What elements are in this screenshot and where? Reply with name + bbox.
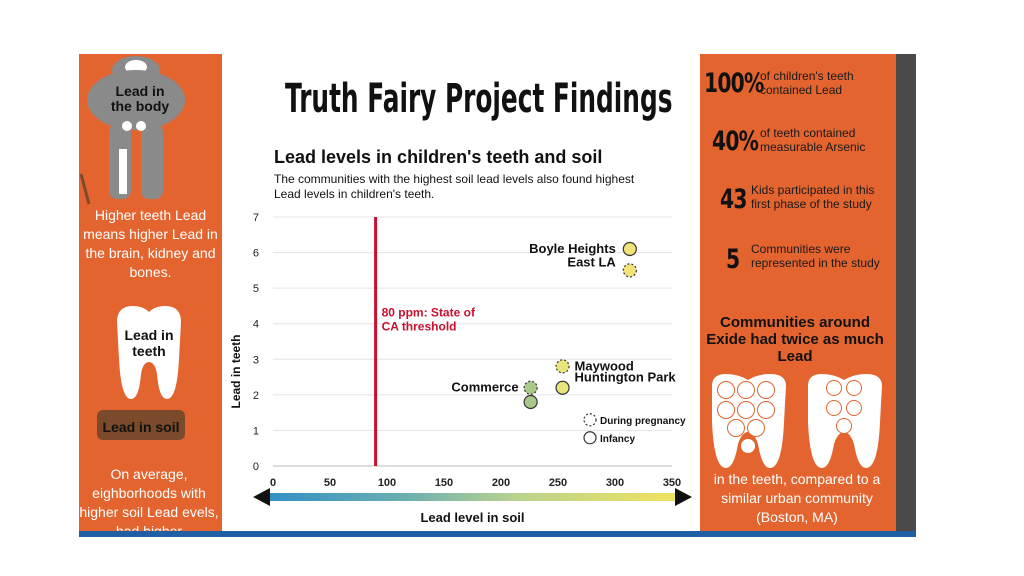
y-tick-label: 2	[253, 390, 259, 402]
x-tick-label: 0	[270, 477, 276, 489]
center-chart-panel: Truth Fairy Project Findings Lead levels…	[222, 54, 700, 534]
neighborhood-text: On average, eighborhoods with higher soi…	[79, 466, 219, 534]
right-info-panel: 100% of children's teeth contained Lead …	[700, 54, 896, 534]
chart-subtitle-line-2: Lead levels in children's teeth.	[274, 187, 435, 201]
y-tick-label: 4	[253, 319, 259, 331]
teeth-comparison-icon	[712, 374, 882, 468]
tooth-icon	[117, 306, 181, 399]
main-title: Truth Fairy Project Findings	[285, 76, 673, 122]
legend-infancy-marker	[583, 431, 597, 445]
point-label: Huntington Park	[575, 370, 677, 385]
threshold-label-line-2: CA threshold	[382, 320, 457, 334]
legend-pregnancy-label: During pregnancy	[600, 416, 686, 427]
y-axis-label: Lead in teeth	[229, 334, 243, 408]
data-point	[523, 380, 538, 395]
stat-number-0: 100%	[704, 68, 764, 99]
point-label: Boyle Heights	[529, 241, 616, 256]
data-point	[555, 380, 570, 395]
chart-subtitle-line-1: The communities with the highest soil le…	[274, 172, 635, 186]
soil-block	[97, 410, 185, 440]
right-edge-bar	[896, 54, 916, 534]
soil-label: Lead in soil	[102, 419, 180, 435]
legend-infancy-label: Infancy	[600, 434, 635, 445]
body-figure-icon	[79, 56, 185, 205]
y-tick-label: 3	[253, 354, 259, 366]
left-arrow-icon	[253, 488, 270, 506]
soil-gradient-bar	[263, 493, 682, 501]
teeth-brain-text: Higher teeth Lead means higher Lead in t…	[83, 207, 218, 280]
x-tick-label: 300	[606, 477, 624, 489]
y-tick-label: 0	[253, 461, 259, 473]
x-tick-label: 350	[663, 477, 681, 489]
data-point	[523, 394, 538, 410]
stat-text-0: of children's teeth contained Lead	[760, 69, 854, 97]
data-point	[622, 241, 637, 257]
stat-number-3: 5	[726, 244, 740, 275]
y-tick-label: 1	[253, 425, 259, 437]
bottom-divider	[79, 531, 916, 537]
comparison-text: in the teeth, compared to a similar urba…	[713, 471, 881, 525]
x-tick-label: 200	[492, 477, 510, 489]
left-info-panel: Lead in the body Higher teeth Lead means…	[79, 54, 222, 534]
point-label: East LA	[567, 254, 616, 269]
x-tick-label: 250	[549, 477, 567, 489]
stat-text-2: Kids participated in this first phase of…	[751, 183, 875, 211]
data-point	[555, 359, 570, 374]
point-label: Maywood	[575, 358, 634, 373]
y-tick-label: 7	[253, 212, 259, 224]
point-label: Commerce	[451, 380, 518, 395]
x-axis-label: Lead level in soil	[420, 510, 524, 525]
body-label: Lead in the body	[110, 83, 170, 114]
stat-text-1: of teeth contained measurable Arsenic	[760, 126, 866, 154]
stat-number-2: 43	[720, 184, 747, 215]
stat-number-1: 40%	[712, 126, 759, 157]
right-arrow-icon	[675, 488, 692, 506]
y-tick-label: 5	[253, 283, 259, 295]
scatter-chart: 0 1 2 3 4 5 6 7 0 50 100 150 200 250 300 350 Lead level …	[229, 212, 692, 525]
x-tick-label: 150	[435, 477, 453, 489]
chart-title: Lead levels in children's teeth and soil	[274, 147, 603, 167]
x-tick-label: 50	[324, 477, 336, 489]
stat-text-3: Communities were represented in the stud…	[751, 242, 880, 270]
tooth-label: Lead in teeth	[124, 327, 174, 359]
y-tick-label: 6	[253, 248, 259, 260]
exide-headline: Communities around Exide had twice as mu…	[706, 314, 884, 365]
x-tick-label: 100	[378, 477, 396, 489]
legend-pregnancy-marker	[583, 413, 597, 427]
data-point	[622, 263, 637, 278]
threshold-label-line-1: 80 ppm: State of	[382, 306, 476, 320]
